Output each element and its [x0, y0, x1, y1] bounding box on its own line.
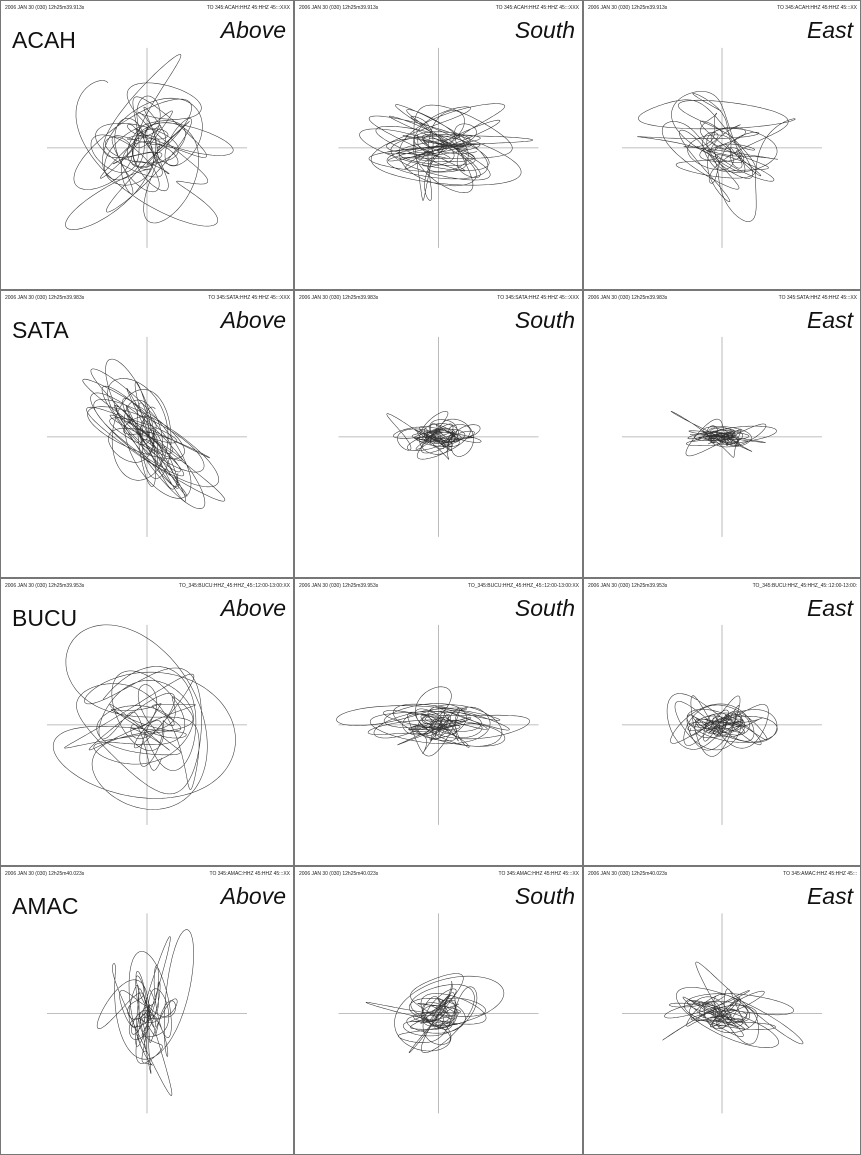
view-label: East: [807, 883, 855, 909]
particle-motion: [336, 686, 530, 757]
panel-time: 2006 JAN 30 (030) 12h25m39.983s: [299, 295, 379, 301]
panel-channel: TO 345:SATA:HHZ 45:HHZ 45:::XXX: [497, 295, 579, 301]
particle-motion: [666, 693, 778, 757]
panel-time: 2006 JAN 30 (030) 12h25m40.023s: [5, 871, 85, 877]
view-label: South: [515, 883, 575, 909]
view-label: Above: [219, 307, 286, 333]
view-label: East: [807, 17, 855, 43]
panel: 2006 JAN 30 (030) 12h25m39.913s TO 345:AC…: [0, 0, 294, 290]
panel-time: 2006 JAN 30 (030) 12h25m40.023s: [588, 871, 668, 877]
panel-channel: TO 345:SATA:HHZ 45:HHZ 45:::XX: [779, 295, 858, 301]
panel-channel: TO 345:ACAH:HHZ 45:HHZ 45:::XX: [777, 5, 858, 11]
panel: 2006 JAN 30 (030) 12h25m40.023s TO 345:AM…: [0, 866, 294, 1155]
panel-channel: TO_345:BUCU:HHZ_45:HHZ_45::12:00-13:00:: [753, 583, 857, 589]
panel-time: 2006 JAN 30 (030) 12h25m39.953s: [5, 583, 85, 589]
panel-channel: TO_345:BUCU:HHZ_45:HHZ_45::12:00-13:00:X…: [179, 583, 291, 589]
panel-time: 2006 JAN 30 (030) 12h25m39.953s: [588, 583, 668, 589]
view-label: South: [515, 17, 575, 43]
particle-motion: [365, 973, 505, 1053]
view-label: East: [807, 595, 855, 621]
panel: 2006 JAN 30 (030) 12h25m39.913s TO 345:AC…: [294, 0, 583, 290]
particle-motion: [670, 411, 777, 458]
particle-motion: [52, 624, 236, 810]
panel-time: 2006 JAN 30 (030) 12h25m39.913s: [5, 5, 85, 11]
particle-motion: [82, 358, 226, 509]
view-label: Above: [219, 17, 286, 43]
station-label: BUCU: [12, 605, 77, 631]
panel-time: 2006 JAN 30 (030) 12h25m40.023s: [299, 871, 379, 877]
panel: 2006 JAN 30 (030) 12h25m39.983s TO 345:SA…: [0, 290, 294, 578]
particle-motion: [65, 54, 234, 230]
view-label: Above: [219, 883, 286, 909]
particle-motion: [386, 411, 482, 460]
view-label: East: [807, 307, 855, 333]
panel-time: 2006 JAN 30 (030) 12h25m39.983s: [5, 295, 85, 301]
panel-time: 2006 JAN 30 (030) 12h25m39.983s: [588, 295, 668, 301]
station-label: ACAH: [12, 27, 76, 53]
particle-motion: [96, 929, 194, 1096]
panel-channel: TO 345:SATA:HHZ 45:HHZ 45:::XXX: [208, 295, 290, 301]
panel: 2006 JAN 30 (030) 12h25m39.953s TO_345:BU…: [294, 578, 583, 866]
view-label: Above: [219, 595, 286, 621]
panel-channel: TO 345:AMAC:HHZ 45:HHZ 45:::XX: [499, 871, 580, 877]
particle-motion: [662, 961, 804, 1048]
panel: 2006 JAN 30 (030) 12h25m40.023s TO 345:AM…: [294, 866, 583, 1155]
panel-channel: TO 345:AMAC:HHZ 45:HHZ 45:::: [783, 871, 857, 877]
panel-channel: TO 345:ACAH:HHZ 45:HHZ 45:::XXX: [207, 5, 291, 11]
panel-channel: TO 345:AMAC:HHZ 45:HHZ 45:::XX: [210, 871, 291, 877]
panel: 2006 JAN 30 (030) 12h25m39.953s TO_345:BU…: [0, 578, 294, 866]
panel: 2006 JAN 30 (030) 12h25m39.983s TO 345:SA…: [294, 290, 583, 578]
panel-time: 2006 JAN 30 (030) 12h25m39.913s: [588, 5, 668, 11]
panel: 2006 JAN 30 (030) 12h25m40.023s TO 345:AM…: [583, 866, 861, 1155]
panel-time: 2006 JAN 30 (030) 12h25m39.953s: [299, 583, 379, 589]
panel: 2006 JAN 30 (030) 12h25m39.983s TO 345:SA…: [583, 290, 861, 578]
panel-channel: TO 345:ACAH:HHZ 45:HHZ 45:::XXX: [496, 5, 580, 11]
station-label: AMAC: [12, 893, 78, 919]
panel-channel: TO_345:BUCU:HHZ_45:HHZ_45::12:00-13:00:X…: [468, 583, 580, 589]
panel: 2006 JAN 30 (030) 12h25m39.953s TO_345:BU…: [583, 578, 861, 866]
view-label: South: [515, 595, 575, 621]
station-label: SATA: [12, 317, 69, 343]
particle-motion: [359, 103, 534, 201]
view-label: South: [515, 307, 575, 333]
panel-time: 2006 JAN 30 (030) 12h25m39.913s: [299, 5, 379, 11]
panel: 2006 JAN 30 (030) 12h25m39.913s TO 345:AC…: [583, 0, 861, 290]
particle-motion: [637, 91, 796, 222]
